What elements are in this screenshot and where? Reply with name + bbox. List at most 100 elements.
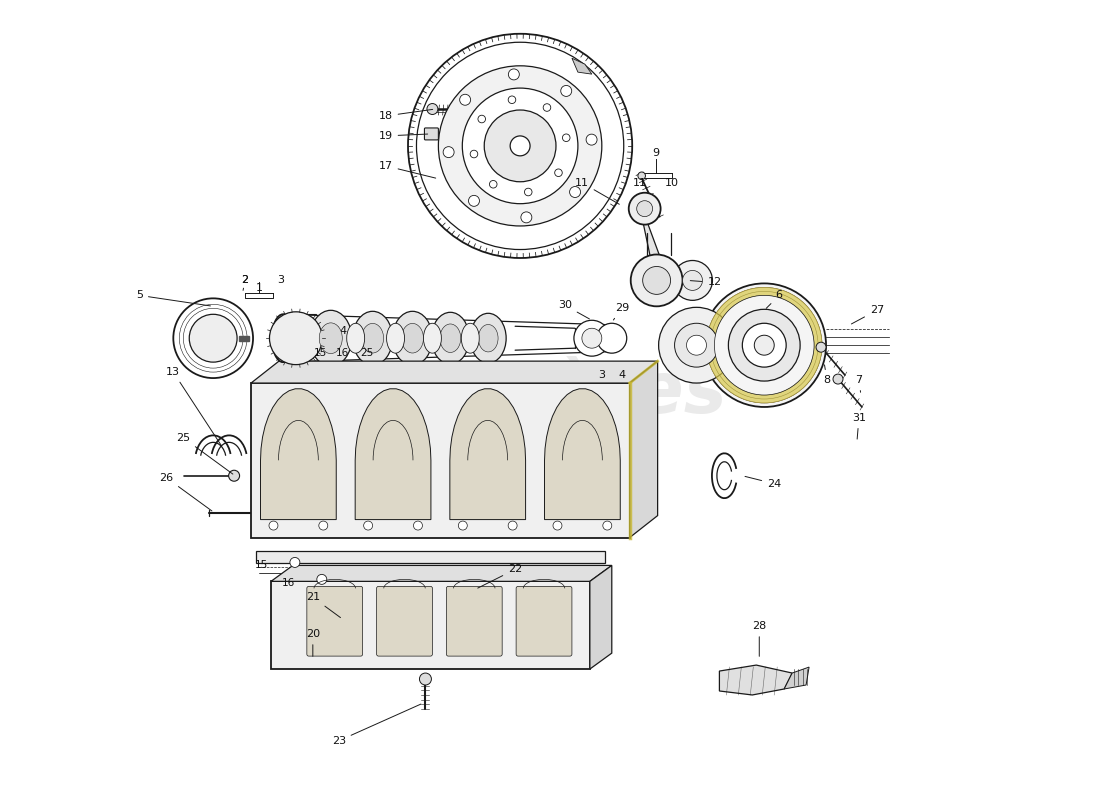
- Text: 9: 9: [652, 148, 659, 158]
- Text: 16: 16: [283, 578, 296, 588]
- Circle shape: [469, 195, 480, 206]
- Circle shape: [570, 186, 581, 198]
- Ellipse shape: [440, 324, 461, 353]
- Circle shape: [525, 188, 532, 196]
- Ellipse shape: [353, 311, 393, 365]
- Text: 21: 21: [306, 592, 341, 618]
- Text: europàres: europàres: [314, 356, 727, 428]
- Circle shape: [427, 103, 438, 114]
- Text: 3: 3: [277, 275, 285, 286]
- Circle shape: [408, 34, 632, 258]
- Polygon shape: [271, 566, 612, 582]
- Ellipse shape: [272, 314, 294, 362]
- Text: 18: 18: [378, 110, 432, 121]
- Text: 19: 19: [378, 131, 428, 141]
- Circle shape: [460, 94, 471, 106]
- Circle shape: [189, 314, 238, 362]
- Circle shape: [674, 323, 718, 367]
- Ellipse shape: [471, 314, 506, 363]
- Text: 22: 22: [477, 565, 522, 588]
- Circle shape: [508, 96, 516, 103]
- Polygon shape: [450, 389, 526, 519]
- Circle shape: [443, 146, 454, 158]
- Circle shape: [478, 115, 485, 123]
- Polygon shape: [271, 582, 590, 669]
- Ellipse shape: [386, 323, 405, 353]
- FancyBboxPatch shape: [376, 586, 432, 656]
- Circle shape: [490, 181, 497, 188]
- Text: 11: 11: [632, 178, 647, 188]
- Circle shape: [229, 470, 240, 482]
- Polygon shape: [261, 389, 337, 519]
- Text: 5: 5: [136, 290, 210, 306]
- Text: 2: 2: [242, 275, 249, 290]
- Text: 4: 4: [618, 370, 625, 380]
- Circle shape: [629, 193, 661, 225]
- Ellipse shape: [346, 323, 364, 353]
- Polygon shape: [719, 665, 792, 695]
- Polygon shape: [590, 566, 612, 669]
- Text: 20: 20: [306, 629, 320, 656]
- Circle shape: [419, 673, 431, 685]
- Ellipse shape: [310, 310, 352, 366]
- Circle shape: [562, 134, 570, 142]
- Circle shape: [682, 270, 703, 290]
- Circle shape: [686, 335, 706, 355]
- Text: 6: 6: [767, 290, 783, 308]
- Bar: [239, 336, 249, 341]
- Polygon shape: [251, 383, 629, 538]
- Circle shape: [638, 172, 646, 179]
- Text: 31: 31: [851, 413, 866, 439]
- Circle shape: [833, 374, 843, 384]
- Circle shape: [470, 150, 477, 158]
- Text: 23: 23: [332, 704, 421, 746]
- Polygon shape: [355, 389, 431, 519]
- Circle shape: [728, 310, 800, 381]
- FancyBboxPatch shape: [447, 586, 503, 656]
- Text: 26: 26: [160, 473, 212, 511]
- Ellipse shape: [439, 66, 602, 226]
- Text: 14: 14: [333, 326, 348, 336]
- Circle shape: [270, 521, 278, 530]
- Text: a passion for parts since 1985: a passion for parts since 1985: [324, 456, 575, 474]
- Polygon shape: [784, 667, 810, 689]
- Circle shape: [714, 295, 814, 395]
- FancyBboxPatch shape: [425, 128, 439, 140]
- Text: 29: 29: [614, 303, 629, 320]
- Ellipse shape: [478, 325, 498, 352]
- Polygon shape: [572, 58, 592, 74]
- Text: 3: 3: [598, 370, 605, 380]
- Text: 27: 27: [851, 306, 884, 324]
- Circle shape: [319, 521, 328, 530]
- Text: 13: 13: [166, 367, 221, 446]
- Circle shape: [414, 521, 422, 530]
- Polygon shape: [629, 361, 658, 538]
- Ellipse shape: [393, 311, 432, 365]
- Text: 24: 24: [745, 477, 781, 489]
- Circle shape: [659, 307, 735, 383]
- Circle shape: [364, 521, 373, 530]
- Ellipse shape: [319, 323, 342, 354]
- Text: 12: 12: [691, 278, 722, 287]
- Text: 15: 15: [254, 561, 267, 570]
- Circle shape: [603, 521, 612, 530]
- Circle shape: [521, 212, 531, 223]
- Text: 8: 8: [824, 365, 830, 385]
- Circle shape: [672, 261, 713, 300]
- Text: 11: 11: [575, 178, 619, 204]
- Text: 1: 1: [255, 283, 263, 294]
- Text: 17: 17: [378, 161, 436, 178]
- Circle shape: [755, 335, 774, 355]
- Circle shape: [574, 320, 609, 356]
- Circle shape: [508, 521, 517, 530]
- Circle shape: [317, 574, 327, 584]
- Text: 25: 25: [176, 433, 233, 474]
- Circle shape: [630, 254, 682, 306]
- Circle shape: [703, 283, 826, 407]
- Circle shape: [290, 558, 300, 567]
- Circle shape: [554, 169, 562, 177]
- Polygon shape: [642, 221, 664, 269]
- Ellipse shape: [362, 323, 384, 353]
- Circle shape: [543, 104, 551, 111]
- Circle shape: [706, 287, 822, 403]
